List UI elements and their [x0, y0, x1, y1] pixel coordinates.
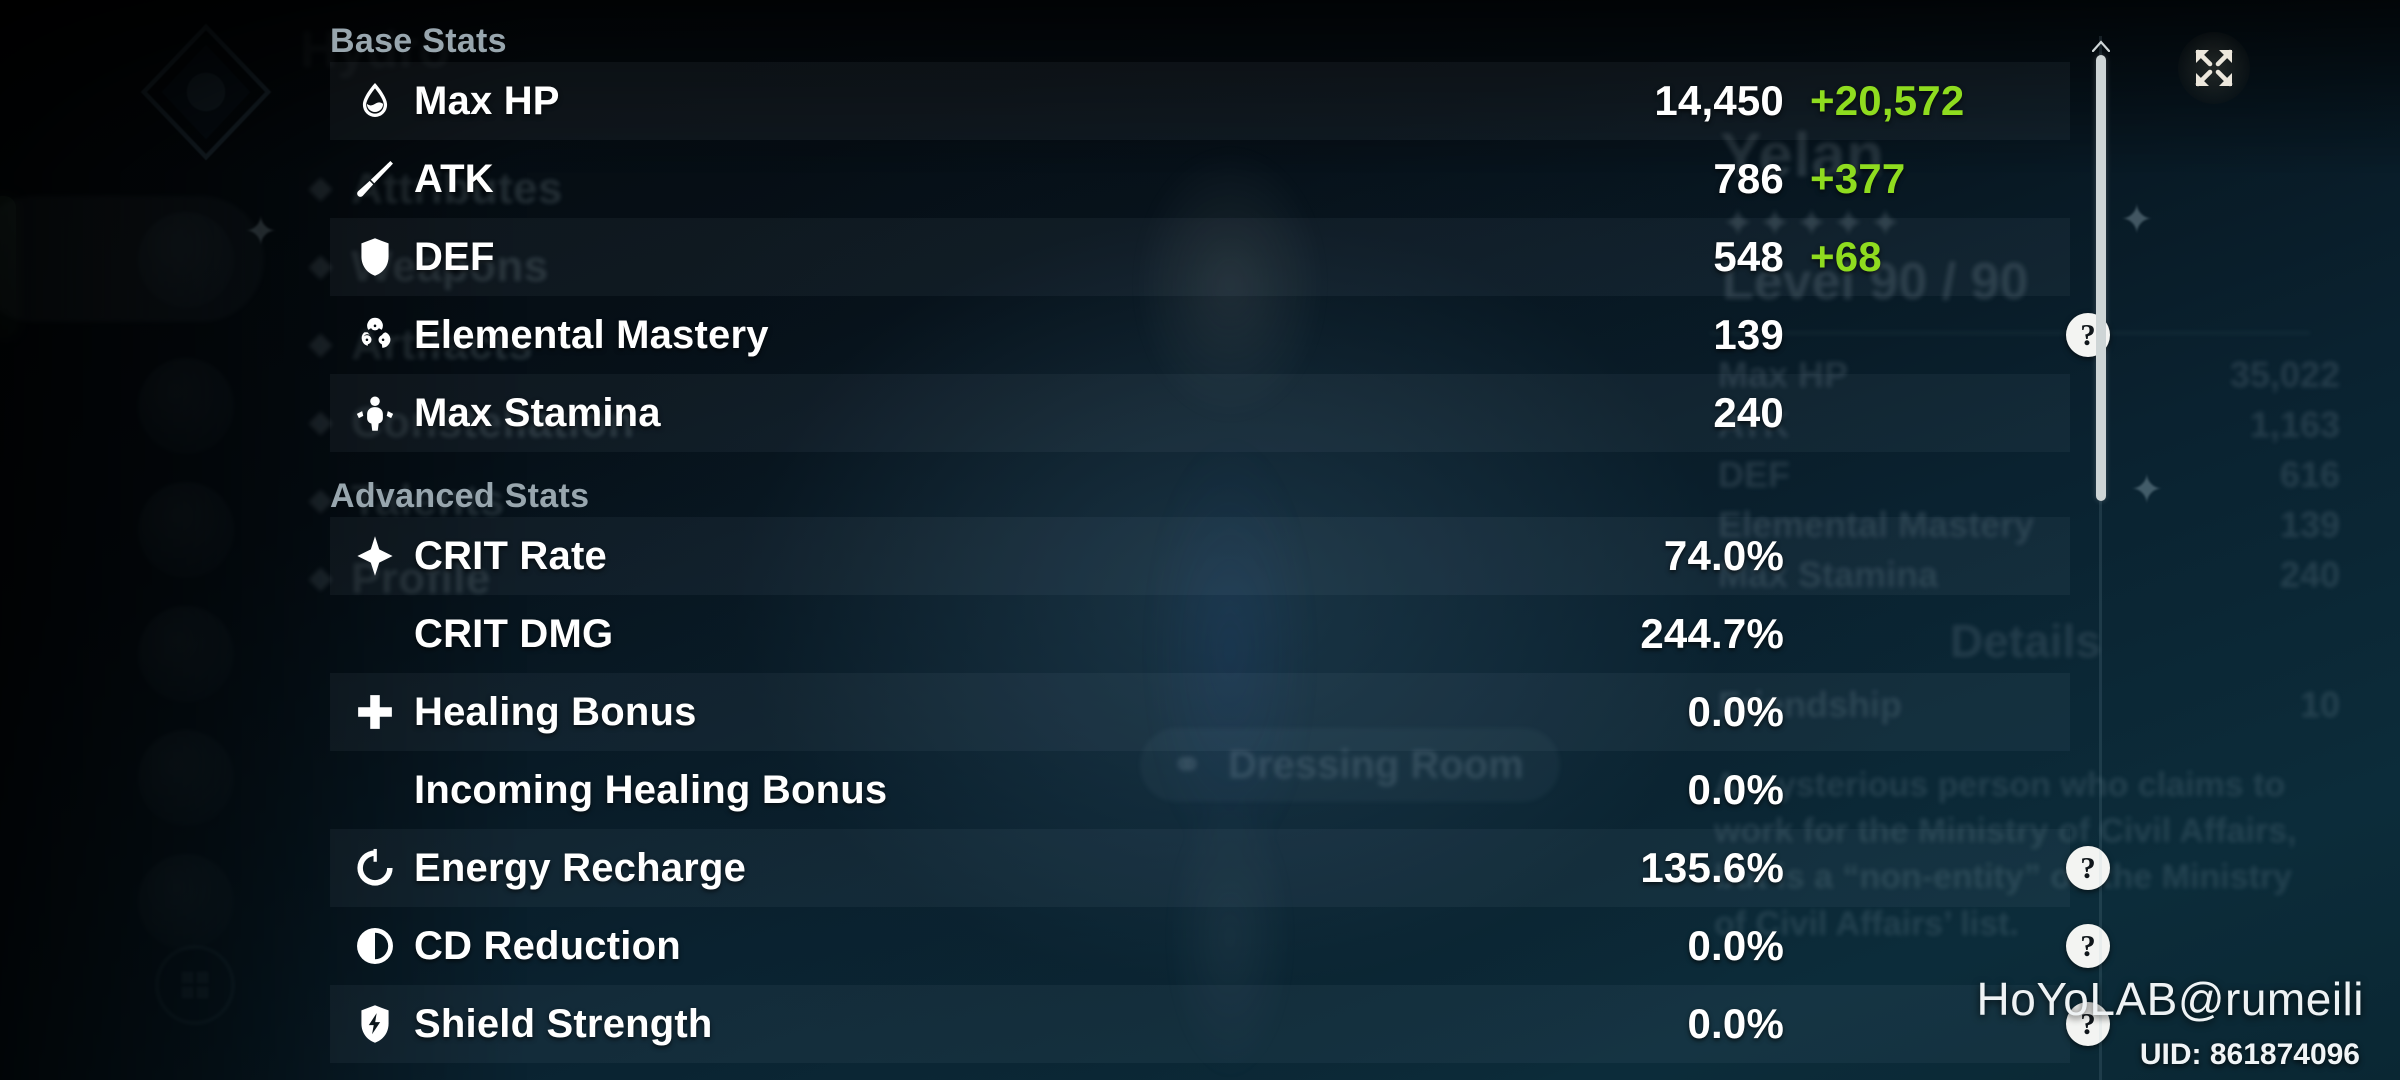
energy-recharge-icon: [352, 845, 398, 891]
stat-label: DEF: [414, 234, 495, 279]
stat-value: 548: [1713, 233, 1784, 280]
stat-row[interactable]: Healing Bonus 0.0%: [330, 673, 2070, 751]
avatar[interactable]: [138, 358, 234, 454]
stat-label: Max HP: [414, 78, 560, 123]
stamina-icon: [356, 396, 394, 431]
avatar[interactable]: [138, 854, 234, 950]
stat-row[interactable]: CRIT DMG 244.7%: [330, 595, 2070, 673]
bg-stat-label: DEF: [1718, 454, 1790, 495]
stat-value: 0.0%: [1687, 922, 1784, 969]
bg-stat-value: 1,163: [2249, 404, 2340, 445]
stat-row[interactable]: Energy Recharge 135.6%?: [330, 829, 2110, 907]
scrollbar-thumb[interactable]: [2096, 55, 2106, 501]
help-icon[interactable]: ?: [2066, 924, 2110, 968]
cd-reduction-icon: [357, 928, 393, 964]
stat-label: Incoming Healing Bonus: [414, 767, 888, 812]
diamond-bullet-icon: [308, 332, 333, 358]
hp-droplet-icon: [362, 83, 388, 117]
hydro-element-emblem: [140, 23, 272, 161]
energy-recharge-icon: [357, 848, 393, 886]
close-button[interactable]: [2178, 32, 2250, 104]
diamond-bullet-icon: [308, 176, 333, 202]
base-stats-list: Max HP 14,450 +20,572 ATK 786 +377 DEF 548 +68 El…: [330, 62, 2110, 452]
scroll-up-arrow-icon[interactable]: [2092, 40, 2110, 52]
avatar[interactable]: [138, 606, 234, 702]
bg-stat-value: 240: [2279, 554, 2340, 595]
stat-row[interactable]: ATK 786 +377: [330, 140, 2070, 218]
friendship-value: 10: [2299, 684, 2340, 725]
help-icon[interactable]: ?: [2066, 846, 2110, 890]
healing-cross-icon: [352, 689, 398, 735]
stamina-icon: [352, 390, 398, 436]
atk-sword-icon: [357, 161, 393, 197]
diamond-bullet-icon: [308, 254, 333, 280]
stat-label: Elemental Mastery: [414, 312, 769, 357]
collapse-arrows-icon: [2195, 49, 2233, 87]
stat-row[interactable]: CRIT Rate 74.0%: [330, 517, 2070, 595]
hp-droplet-icon: [352, 78, 398, 124]
grid-icon: [181, 971, 209, 999]
bg-stat-value: 35,022: [2229, 354, 2340, 395]
stat-label: Healing Bonus: [414, 689, 697, 734]
grid-menu-button[interactable]: [155, 945, 235, 1025]
diamond-bullet-icon: [308, 566, 333, 592]
crit-rate-icon: [352, 533, 398, 579]
stat-value: 74.0%: [1663, 532, 1784, 579]
stat-label: CRIT DMG: [414, 611, 614, 656]
help-icon[interactable]: ?: [2066, 1002, 2110, 1046]
stat-row[interactable]: Max Stamina 240: [330, 374, 2070, 452]
elemental-mastery-icon: [361, 317, 391, 348]
shield-strength-icon: [361, 1005, 389, 1043]
stat-label: CD Reduction: [414, 923, 681, 968]
stat-value: 244.7%: [1640, 610, 1784, 657]
stat-row[interactable]: Max HP 14,450 +20,572: [330, 62, 2070, 140]
stat-value: 0.0%: [1687, 688, 1784, 735]
bg-stat-value: 616: [2279, 454, 2340, 495]
atk-sword-icon: [352, 156, 398, 202]
def-shield-icon: [361, 238, 389, 276]
stat-label: Max Stamina: [414, 390, 661, 435]
avatar[interactable]: [138, 482, 234, 578]
stat-bonus: +20,572: [1810, 77, 1965, 124]
stat-label: Shield Strength: [414, 1001, 713, 1046]
stat-label: ATK: [414, 156, 494, 201]
healing-cross-icon: [358, 695, 392, 729]
stat-row[interactable]: Shield Strength 0.0%?: [330, 985, 2110, 1063]
no-icon: [352, 611, 398, 657]
stat-bonus: +68: [1810, 233, 1882, 280]
stat-label: Energy Recharge: [414, 845, 747, 890]
stat-value: 0.0%: [1687, 1000, 1784, 1047]
no-icon: [352, 767, 398, 813]
shield-strength-icon: [352, 1001, 398, 1047]
stat-row[interactable]: CD Reduction 0.0%?: [330, 907, 2110, 985]
stat-label: CRIT Rate: [414, 533, 607, 578]
sparkle-icon: ✦: [244, 210, 278, 254]
diamond-bullet-icon: [308, 488, 333, 514]
def-shield-icon: [352, 234, 398, 280]
bg-stat-value: 139: [2279, 504, 2340, 545]
stat-value: 240: [1713, 389, 1784, 436]
stat-value: 0.0%: [1687, 766, 1784, 813]
stat-bonus: +377: [1810, 155, 1906, 202]
stat-value: 14,450: [1654, 77, 1784, 124]
stat-row[interactable]: Elemental Mastery 139?: [330, 296, 2110, 374]
stat-row[interactable]: DEF 548 +68: [330, 218, 2070, 296]
diamond-bullet-icon: [308, 410, 333, 436]
stat-row[interactable]: Incoming Healing Bonus 0.0%: [330, 751, 2070, 829]
crit-rate-icon: [357, 536, 393, 576]
advanced-stats-list: CRIT Rate 74.0% CRIT DMG 244.7% Healing Bonu…: [330, 517, 2110, 1063]
elemental-mastery-icon: [352, 312, 398, 358]
cd-reduction-icon: [352, 923, 398, 969]
stat-value: 135.6%: [1640, 844, 1784, 891]
avatar[interactable]: [138, 730, 234, 826]
bg-stat-row: DEF 616: [1700, 450, 2340, 500]
stat-value: 139: [1713, 311, 1784, 358]
stat-value: 786: [1713, 155, 1784, 202]
avatar[interactable]: [138, 212, 234, 308]
